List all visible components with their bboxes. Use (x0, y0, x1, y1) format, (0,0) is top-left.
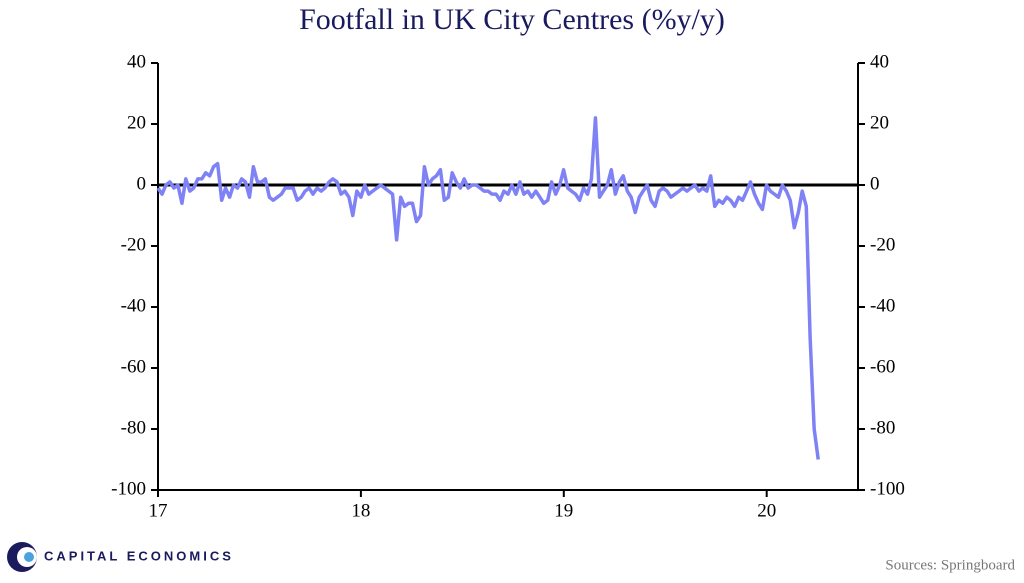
y2-tick-label: -80 (870, 417, 895, 438)
x-tick-label: 17 (149, 500, 168, 521)
y-tick-label: -40 (121, 295, 146, 316)
y2-tick-label: -40 (870, 295, 895, 316)
chart-title: Footfall in UK City Centres (%y/y) (299, 3, 725, 36)
y-tick-label: -100 (111, 478, 146, 499)
x-tick-label: 20 (757, 500, 776, 521)
y2-tick-label: -20 (870, 234, 895, 255)
y-tick-label: -80 (121, 417, 146, 438)
logo (7, 542, 37, 572)
line-series (156, 116, 820, 460)
y-tick-label: 40 (127, 51, 146, 72)
x-tick-label: 19 (554, 500, 573, 521)
logo-mark (24, 552, 34, 562)
y-tick-label: 0 (137, 173, 147, 194)
y-tick-label: -20 (121, 234, 146, 255)
x-tick-label: 18 (351, 500, 370, 521)
y2-tick-label: 20 (870, 112, 889, 133)
y2-tick-label: -100 (870, 478, 905, 499)
source: Sources: Springboard (885, 557, 1015, 573)
y-tick-label: 20 (127, 112, 146, 133)
y-tick-label: -60 (121, 356, 146, 377)
brand: CAPITAL ECONOMICS (44, 548, 234, 563)
y2-tick-label: 40 (870, 51, 889, 72)
y2-tick-label: 0 (870, 173, 880, 194)
y2-tick-label: -60 (870, 356, 895, 377)
